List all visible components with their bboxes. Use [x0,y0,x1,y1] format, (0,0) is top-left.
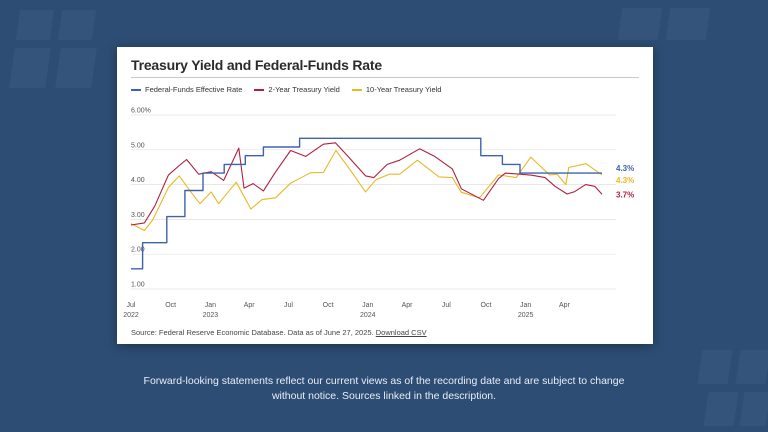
y-tick-label: 4.00 [131,177,145,184]
x-tick-year-label: 2022 [123,312,139,319]
chart-legend: Federal-Funds Effective Rate 2-Year Trea… [131,85,441,94]
legend-label: 10-Year Treasury Yield [365,85,442,94]
x-tick-label: Oct [165,302,176,309]
x-tick-label: Apr [402,302,414,309]
x-tick-label: Jul [284,302,293,309]
legend-swatch [131,88,141,91]
x-tick-label: Jan [362,302,373,309]
legend-item-2yr: 2-Year Treasury Yield [254,85,340,94]
y-tick-label: 2.00 [131,247,145,254]
title-divider [131,77,639,78]
x-tick-label: Jul [127,302,136,309]
series-line-10yr [130,149,603,232]
x-tick-label: Oct [481,302,492,309]
legend-label: 2-Year Treasury Yield [268,85,340,94]
series-line-fed-funds [131,137,602,270]
y-tick-label: 1.00 [131,282,145,289]
y-tick-label: 5.00 [131,142,145,149]
legend-swatch [254,88,265,91]
y-tick-label: 3.00 [131,212,145,219]
chart-source: Source: Federal Reserve Economic Databas… [131,328,427,337]
download-csv-link[interactable]: Download CSV [375,328,427,337]
legend-item-10yr: 10-Year Treasury Yield [351,85,442,94]
legend-label: Federal-Funds Effective Rate [145,85,243,94]
disclaimer-line: Forward-looking statements reflect our c… [143,375,625,387]
x-tick-label: Apr [244,302,256,309]
x-tick-year-label: 2024 [360,312,376,319]
x-tick-label: Jul [442,302,451,309]
background-tile [57,10,97,40]
background-tile [617,8,663,40]
x-tick-label: Oct [323,302,334,309]
disclaimer-line: without notice. Sources linked in the de… [271,390,497,402]
end-label-10yr: 4.3% [616,176,634,185]
x-tick-year-label: 2023 [203,312,219,319]
background-tile [55,48,97,88]
background-tile [9,48,51,88]
line-chart: 1.00 2.00 3.00 4.00 5.00 6.00% Jul 2022 Oct Jan 20… [123,108,634,320]
legend-swatch [351,88,362,91]
disclaimer: Forward-looking statements reflect our c… [0,374,768,404]
source-text: Source: Federal Reserve Economic Databas… [131,328,374,337]
background-tile [15,10,55,40]
chart-card: Treasury Yield and Federal-Funds Rate Fe… [117,47,653,344]
series-line-2yr [130,142,603,226]
x-tick-label: Jan [205,302,216,309]
legend-item-fed-funds: Federal-Funds Effective Rate [131,85,242,94]
x-tick-label: Jan [520,302,531,309]
x-tick-label: Apr [559,302,571,309]
x-tick-year-label: 2025 [518,312,534,319]
background-tile [665,8,711,40]
end-label-fed-funds: 4.3% [616,164,634,173]
end-label-2yr: 3.7% [616,190,634,199]
y-tick-label: 6.00% [131,108,151,115]
chart-title: Treasury Yield and Federal-Funds Rate [131,57,382,73]
